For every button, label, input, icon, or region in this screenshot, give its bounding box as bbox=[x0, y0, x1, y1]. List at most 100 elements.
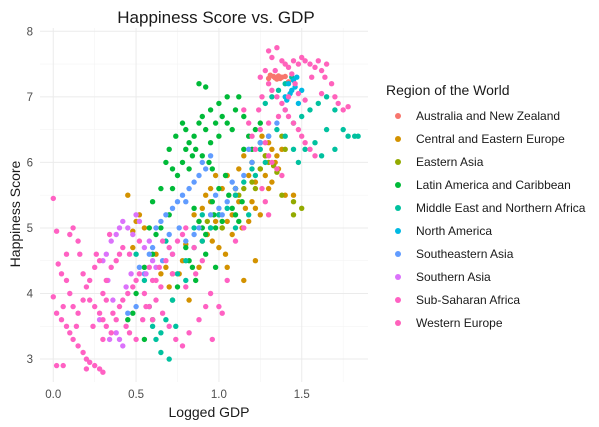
data-point bbox=[318, 90, 325, 97]
data-point bbox=[163, 159, 169, 166]
data-point bbox=[67, 290, 73, 297]
data-point bbox=[149, 258, 156, 264]
data-point bbox=[216, 205, 222, 211]
data-point bbox=[279, 58, 285, 64]
data-point bbox=[80, 271, 86, 277]
data-point bbox=[212, 225, 219, 231]
data-point bbox=[274, 153, 280, 159]
data-point bbox=[103, 277, 110, 284]
data-point bbox=[232, 185, 239, 192]
data-point bbox=[282, 146, 288, 152]
data-point bbox=[299, 113, 305, 120]
x-tick-label: 0.5 bbox=[128, 389, 144, 401]
data-point bbox=[100, 369, 106, 375]
data-point bbox=[241, 277, 247, 284]
data-point bbox=[166, 146, 172, 152]
data-point bbox=[136, 271, 143, 277]
data-point bbox=[126, 251, 133, 257]
data-point bbox=[318, 153, 325, 159]
data-points bbox=[50, 45, 361, 375]
data-point bbox=[113, 317, 119, 323]
data-point bbox=[113, 258, 119, 264]
data-point bbox=[173, 336, 179, 343]
y-tick-label: 6 bbox=[27, 157, 33, 169]
data-point bbox=[262, 100, 268, 107]
data-point bbox=[146, 264, 152, 270]
data-point bbox=[241, 185, 247, 192]
data-point bbox=[158, 225, 164, 231]
data-point bbox=[83, 366, 90, 372]
data-point bbox=[290, 212, 297, 218]
data-point bbox=[262, 67, 268, 74]
data-point bbox=[96, 366, 103, 372]
data-point bbox=[241, 225, 247, 231]
data-point bbox=[80, 349, 86, 356]
data-point bbox=[87, 297, 93, 303]
data-point bbox=[70, 336, 76, 343]
data-point bbox=[60, 303, 66, 310]
data-point bbox=[262, 140, 268, 146]
data-point bbox=[212, 264, 219, 270]
data-point bbox=[222, 251, 229, 257]
legend-key bbox=[395, 159, 401, 165]
data-point bbox=[322, 74, 328, 80]
data-point bbox=[125, 310, 131, 316]
data-point bbox=[252, 146, 259, 152]
data-point bbox=[106, 336, 113, 343]
data-point bbox=[113, 231, 119, 238]
data-point bbox=[302, 97, 308, 103]
data-point bbox=[75, 343, 81, 349]
data-point bbox=[110, 310, 116, 316]
data-point bbox=[120, 218, 126, 225]
data-point bbox=[290, 146, 297, 152]
data-point bbox=[176, 225, 182, 231]
data-point bbox=[149, 317, 156, 323]
data-point bbox=[203, 84, 209, 90]
data-point bbox=[83, 284, 90, 290]
data-point bbox=[130, 231, 136, 238]
data-point bbox=[302, 58, 308, 64]
data-point bbox=[58, 271, 65, 277]
data-point bbox=[191, 212, 197, 218]
data-point bbox=[141, 264, 148, 270]
data-point bbox=[50, 294, 56, 300]
data-point bbox=[141, 225, 148, 231]
data-point bbox=[249, 166, 255, 172]
data-point bbox=[193, 271, 199, 277]
data-point bbox=[332, 107, 338, 113]
data-point bbox=[141, 244, 148, 251]
data-point bbox=[239, 199, 245, 205]
data-point bbox=[130, 284, 136, 290]
legend-key bbox=[395, 113, 401, 119]
data-point bbox=[267, 72, 273, 78]
data-point bbox=[224, 264, 230, 270]
data-point bbox=[158, 218, 164, 225]
data-point bbox=[199, 205, 205, 211]
data-point bbox=[136, 218, 143, 225]
data-point bbox=[307, 61, 313, 67]
data-point bbox=[166, 231, 172, 238]
data-point bbox=[274, 120, 280, 126]
data-point bbox=[199, 258, 205, 264]
data-point bbox=[241, 179, 247, 185]
data-point bbox=[345, 133, 351, 139]
data-point bbox=[290, 58, 297, 64]
data-point bbox=[340, 126, 346, 133]
data-point bbox=[274, 126, 280, 133]
data-point bbox=[299, 87, 305, 94]
data-point bbox=[290, 192, 297, 198]
data-point bbox=[123, 323, 129, 329]
data-point bbox=[257, 120, 263, 126]
data-point bbox=[130, 310, 136, 316]
data-point bbox=[203, 251, 209, 257]
data-point bbox=[196, 225, 202, 231]
data-point bbox=[206, 159, 212, 166]
y-tick-label: 8 bbox=[27, 26, 33, 38]
data-point bbox=[193, 277, 199, 284]
legend-key bbox=[395, 274, 401, 280]
data-point bbox=[294, 74, 300, 80]
data-point bbox=[332, 94, 338, 100]
data-point bbox=[246, 120, 252, 126]
data-point bbox=[92, 362, 98, 369]
data-point bbox=[265, 185, 272, 192]
